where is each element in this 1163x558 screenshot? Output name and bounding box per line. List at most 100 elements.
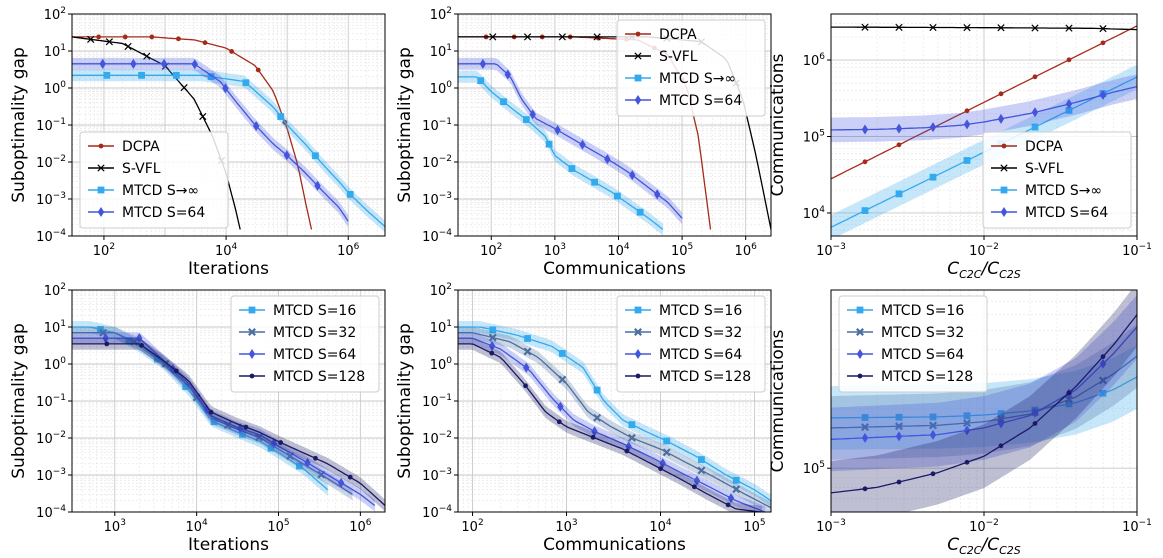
series-line-mtcd-s-64 bbox=[72, 337, 376, 507]
data-point bbox=[477, 77, 485, 85]
data-point bbox=[861, 414, 869, 421]
data-point bbox=[161, 359, 170, 368]
series-line-mtcd-s-16 bbox=[458, 326, 771, 502]
legend-marker bbox=[249, 373, 255, 379]
data-point bbox=[149, 34, 155, 40]
confidence-band-mtcd-s-64 bbox=[831, 295, 1137, 472]
data-point bbox=[861, 23, 869, 31]
data-point bbox=[1100, 354, 1106, 360]
ticks: 102 104 106 10−4 10−3 10−2 10−1 100 101 102 bbox=[36, 6, 359, 259]
legend-item: MTCD S=64 bbox=[239, 347, 356, 363]
x-tick-label: 103 bbox=[555, 518, 577, 535]
x-tick-label: 104 bbox=[215, 242, 238, 259]
legend-label: MTCD S=16 bbox=[273, 303, 356, 319]
data-point bbox=[997, 418, 1005, 429]
data-point bbox=[239, 430, 246, 438]
confidence-band-mtcd-s-16 bbox=[72, 321, 328, 496]
confidence-band-mtcd-s-64 bbox=[458, 57, 683, 225]
series-layer bbox=[72, 34, 385, 233]
data-point bbox=[625, 441, 632, 452]
data-point bbox=[930, 471, 936, 477]
series-line-s-vfl bbox=[831, 26, 1137, 31]
ticks: 102 103 104 105 10−4 10−3 10−2 10−1 100 101 102 bbox=[422, 282, 765, 535]
y-axis-label: Suboptimality gap bbox=[9, 323, 29, 479]
data-point bbox=[122, 34, 128, 40]
y-tick-label: 10−2 bbox=[422, 154, 452, 171]
ticks: 103 104 105 106 10−4 10−3 10−2 10−1 100 101 102 bbox=[36, 282, 372, 535]
data-point bbox=[203, 404, 210, 415]
legend-item: MTCD S=64 bbox=[847, 347, 964, 363]
legend-marker bbox=[1000, 207, 1008, 217]
data-point bbox=[153, 355, 161, 363]
legend: DCPA S-VFL MTCD S→∞ MTCD S=64 bbox=[616, 19, 766, 117]
legend-label: DCPA bbox=[659, 27, 697, 43]
x-tick-label: 10−2 bbox=[969, 242, 999, 259]
legend-item: MTCD S→∞ bbox=[625, 71, 736, 87]
legend-item: MTCD S=64 bbox=[991, 205, 1108, 221]
legend-box bbox=[838, 295, 988, 393]
legend-item: MTCD S=16 bbox=[625, 303, 742, 319]
data-point bbox=[732, 485, 741, 494]
legend-marker bbox=[1000, 186, 1008, 194]
legend-box bbox=[79, 131, 229, 229]
y-tick-label: 101 bbox=[44, 319, 66, 336]
data-point bbox=[593, 413, 602, 422]
ticks: 102 103 104 105 106 10−4 10−3 10−2 10−1 100 101 102 bbox=[422, 6, 757, 259]
x-axis-label: Iterations bbox=[188, 259, 269, 279]
data-point bbox=[489, 33, 497, 41]
data-point bbox=[313, 455, 318, 461]
legend-label: MTCD S→∞ bbox=[659, 71, 736, 87]
x-axis-label: Communications bbox=[543, 535, 686, 555]
data-point bbox=[997, 24, 1005, 32]
data-point bbox=[929, 413, 937, 421]
x-tick-label: 10−3 bbox=[816, 242, 846, 259]
x-tick-label: 106 bbox=[349, 518, 372, 535]
data-point bbox=[191, 59, 198, 70]
data-point bbox=[488, 333, 497, 342]
series-line-mtcd-s-32 bbox=[831, 355, 1137, 429]
data-point bbox=[1099, 89, 1107, 100]
data-point bbox=[929, 122, 937, 133]
legend-marker bbox=[248, 328, 256, 336]
data-point bbox=[963, 412, 971, 420]
data-point bbox=[130, 58, 137, 69]
legend-marker bbox=[634, 74, 642, 82]
series-line-mtcd-s-128 bbox=[458, 343, 762, 512]
chart-panel-bottom-middle: 102 103 104 105 10−4 10−3 10−2 10−1 100 101 102 Com… bbox=[395, 282, 772, 555]
series-line-mtcd-s-32 bbox=[458, 332, 771, 509]
data-point bbox=[1031, 123, 1039, 131]
data-point bbox=[557, 401, 564, 412]
legend-marker bbox=[634, 306, 642, 314]
data-point bbox=[895, 23, 903, 31]
y-tick-label: 102 bbox=[44, 282, 66, 299]
data-point bbox=[210, 418, 218, 426]
legend-label: MTCD S=16 bbox=[659, 303, 742, 319]
x-tick-label: 102 bbox=[480, 242, 502, 259]
legend: DCPA S-VFL MTCD S→∞ MTCD S=64 bbox=[982, 131, 1132, 229]
ticks: 10−3 10−2 10−1 104 105 106 bbox=[803, 52, 1152, 259]
data-point bbox=[1065, 400, 1073, 408]
data-point bbox=[1100, 40, 1106, 46]
legend-label: S-VFL bbox=[122, 161, 161, 177]
x-tick-label: 102 bbox=[461, 518, 483, 535]
y-axis-label: Suboptimality gap bbox=[9, 47, 29, 203]
y-tick-label: 104 bbox=[803, 205, 826, 222]
series-line-mtcd-s- bbox=[458, 76, 664, 231]
legend-item: MTCD S=64 bbox=[625, 93, 742, 109]
legend-label: MTCD S=64 bbox=[659, 93, 742, 109]
y-tick-label: 10−4 bbox=[422, 228, 452, 245]
data-point bbox=[229, 49, 235, 54]
data-point bbox=[255, 67, 261, 73]
legend-label: MTCD S=128 bbox=[881, 369, 973, 385]
data-point bbox=[998, 91, 1004, 97]
legend-box bbox=[616, 295, 766, 393]
legend-label: MTCD S=32 bbox=[659, 325, 742, 341]
x-tick-label: 103 bbox=[544, 242, 566, 259]
legend-label: MTCD S=16 bbox=[881, 303, 964, 319]
data-point bbox=[568, 165, 576, 172]
series-line-mtcd-s-64 bbox=[72, 63, 349, 222]
data-point bbox=[346, 190, 354, 198]
data-point bbox=[698, 456, 705, 463]
data-point bbox=[523, 347, 532, 356]
x-tick-label: 105 bbox=[267, 518, 289, 535]
